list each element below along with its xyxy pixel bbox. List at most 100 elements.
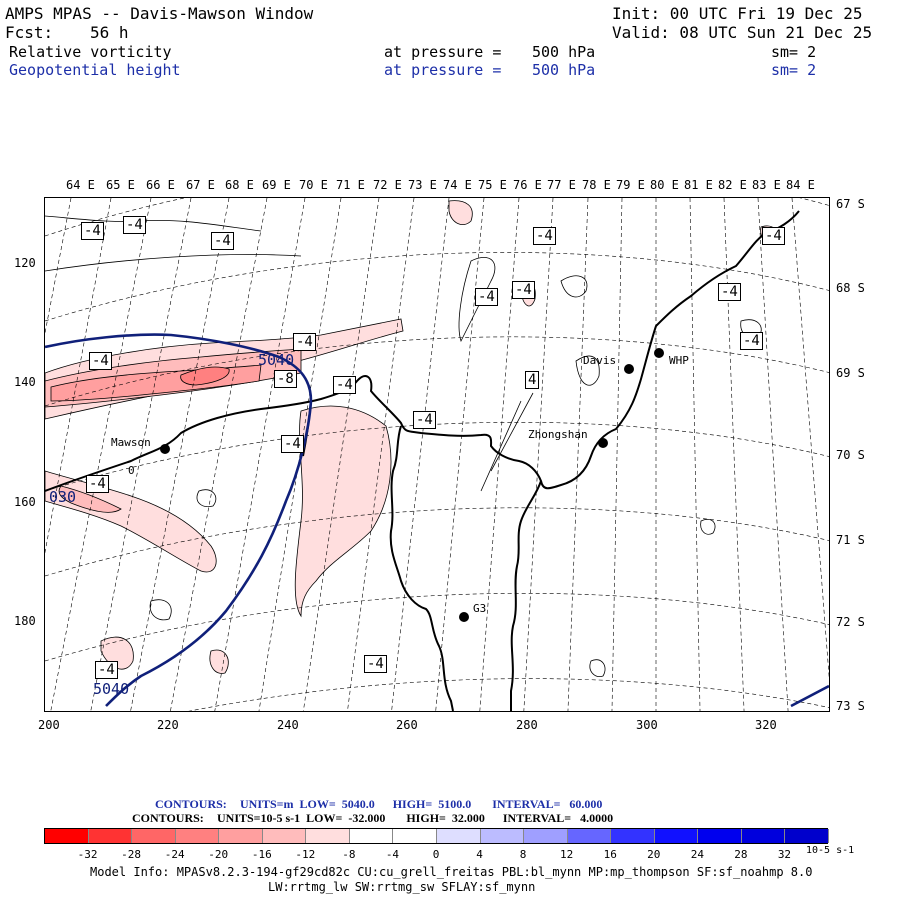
- grid-line: [45, 198, 112, 554]
- lon-label: 84 E: [786, 178, 815, 192]
- lat-label: 73 S: [836, 699, 865, 713]
- grid-line: [523, 198, 554, 711]
- lat-label: 72 S: [836, 615, 865, 629]
- lon-label: 71 E: [336, 178, 365, 192]
- contour-line: [560, 275, 588, 298]
- station-marker: [654, 348, 664, 358]
- vort-label: -4: [281, 435, 304, 453]
- lon-label: 79 E: [616, 178, 645, 192]
- vorticity-region: [294, 405, 392, 618]
- vort-label: -4: [211, 232, 234, 250]
- vort-label: -4: [718, 283, 741, 301]
- colorbar-segment: [393, 829, 437, 843]
- vorticity-region: [45, 470, 217, 573]
- vorticity-contours: [45, 215, 762, 678]
- lon-label: 81 E: [684, 178, 713, 192]
- colorbar-segment: [306, 829, 350, 843]
- valid-time: Valid: 08 UTC Sun 21 Dec 25: [612, 23, 873, 42]
- grid-line: [130, 198, 230, 711]
- field-1-smoothing: sm= 2: [771, 43, 817, 61]
- contour-info-vorticity-prefix: CONTOURS:: [132, 811, 204, 825]
- height-label: 030: [49, 488, 77, 506]
- lon-label: 69 E: [262, 178, 291, 192]
- colorbar-segment: [480, 829, 525, 843]
- grid-line: [611, 198, 623, 711]
- colorbar-segment: [654, 829, 699, 843]
- colorbar-tick-label: -16: [251, 848, 272, 861]
- vorticity-region: [58, 485, 122, 513]
- colorbar-tick-label: -8: [342, 848, 356, 861]
- colorbar-segment: [132, 829, 176, 843]
- plot-title: AMPS MPAS -- Davis-Mawson Window: [5, 4, 314, 23]
- colorbar-tick-label: -12: [295, 848, 316, 861]
- station-label-g3: G3: [473, 602, 487, 615]
- lon-label: 67 E: [186, 178, 215, 192]
- colorbar-tick-label: 12: [560, 848, 574, 861]
- lat-label: 68 S: [836, 281, 865, 295]
- grid-line: [45, 507, 829, 577]
- lat-label: 71 S: [836, 533, 865, 547]
- grid-line: [567, 198, 589, 711]
- coastline-segment: [389, 425, 454, 711]
- coastline-segment: [510, 480, 542, 711]
- grid-line: [479, 198, 520, 711]
- field-1-pressure-label: at pressure =: [384, 43, 502, 61]
- grid-x-label: 280: [516, 718, 538, 732]
- grid-line: [303, 198, 380, 711]
- grid-x-label: 200: [38, 718, 60, 732]
- grid-line: [45, 421, 829, 492]
- colorbar-segment: [437, 829, 481, 843]
- colorbar-tick-label: 32: [777, 848, 792, 861]
- station-marker: [624, 364, 634, 374]
- colorbar-segment: [567, 829, 612, 843]
- contour-line: [45, 215, 262, 232]
- forecast-hour: 56 h: [90, 23, 129, 42]
- forecast-label: Fcst:: [5, 23, 54, 42]
- height-contour-5040b: [790, 684, 829, 708]
- colorbar-tick-label: -20: [208, 848, 229, 861]
- height-label: 5040: [93, 680, 130, 698]
- colorbar-segment: [698, 829, 742, 843]
- lat-label: 70 S: [836, 448, 865, 462]
- lat-label: 69 S: [836, 366, 865, 380]
- colorbar-tick-label: 16: [603, 848, 617, 861]
- lon-label: 74 E: [443, 178, 472, 192]
- colorbar-tick-label: -24: [164, 848, 185, 861]
- model-info-line-1: Model Info: MPASv8.2.3-194-gf29cd82c CU:…: [90, 865, 813, 879]
- grid-line: [45, 336, 829, 407]
- colorbar-segment: [349, 829, 394, 843]
- colorbar-segment: [611, 829, 655, 843]
- station-label-mawson: Mawson: [111, 436, 151, 449]
- colorbar: [44, 828, 829, 844]
- vort-label: -4: [81, 222, 104, 240]
- lon-label: 78 E: [582, 178, 611, 192]
- grid-x-label: 320: [755, 718, 777, 732]
- grid-line: [214, 198, 306, 711]
- grid-line: [757, 198, 789, 711]
- colorbar-tick-label: 8: [519, 848, 527, 861]
- vort-label: -4: [95, 661, 118, 679]
- coastline-segment: [45, 210, 800, 492]
- field-2-pressure-label: at pressure =: [384, 61, 502, 79]
- lon-label: 72 E: [373, 178, 402, 192]
- contour-line: [700, 518, 716, 535]
- vorticity-region: [448, 200, 473, 225]
- vort-label: -8: [274, 370, 297, 388]
- contour-line: [45, 254, 302, 272]
- grid-x-label: 240: [277, 718, 299, 732]
- grid-line: [50, 198, 152, 711]
- vort-label: -4: [413, 411, 436, 429]
- grid-line: [45, 252, 829, 322]
- station-marker: [459, 612, 469, 622]
- contour-info-heights: UNITS=m LOW= 5040.0 HIGH= 5100.0 INTERVA…: [240, 797, 603, 811]
- colorbar-tick-label: 4: [476, 848, 483, 861]
- colorbar-segment: [524, 829, 568, 843]
- colorbar-segment: [741, 829, 786, 843]
- map-canvas: [45, 198, 829, 711]
- grid-line: [391, 198, 450, 711]
- colorbar-segment: [785, 829, 829, 843]
- vort-label: -4: [740, 332, 763, 350]
- grid-x-label: 260: [396, 718, 418, 732]
- contour-info-vorticity: UNITS=10-5 s-1 LOW= -32.000 HIGH= 32.000…: [217, 811, 614, 825]
- colorbar-tick-label: 28: [734, 848, 748, 861]
